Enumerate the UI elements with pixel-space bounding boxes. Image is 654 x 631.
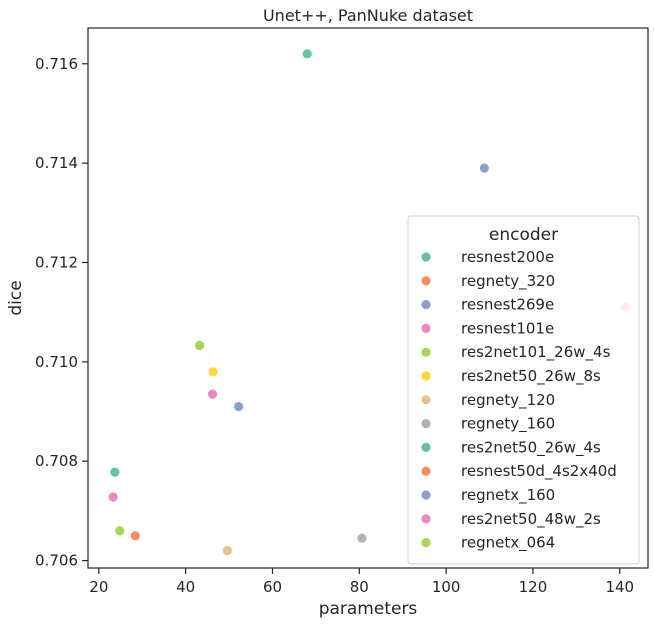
plot-frame — [87, 27, 649, 569]
legend-label: regnetx_064 — [461, 534, 555, 553]
data-point-res2net101-26w-4s — [194, 340, 205, 351]
y-axis-label: dice — [6, 280, 26, 315]
legend-label: resnest200e — [461, 248, 554, 266]
y-tick-label: 0.714 — [35, 154, 78, 172]
x-tick-label: 140 — [605, 578, 634, 596]
legend-marker — [420, 537, 432, 548]
legend-label: res2net50_48w_2s — [461, 510, 601, 529]
legend-label: resnest269e — [461, 296, 554, 314]
data-point-regnetx-064 — [114, 525, 126, 537]
legend-label: resnest101e — [461, 319, 554, 337]
data-point-resnest200e — [301, 48, 313, 60]
legend-label: regnety_320 — [461, 272, 555, 291]
legend-marker — [420, 346, 432, 358]
y-tick-label: 0.716 — [35, 55, 78, 73]
legend-marker — [420, 322, 432, 334]
legend-label: regnetx_160 — [461, 486, 555, 505]
x-tick-label: 40 — [176, 578, 195, 596]
data-point-resnest50d-4s2x40d — [129, 530, 141, 542]
data-point-res2net50-26w-4s — [109, 466, 121, 478]
y-tick-label: 0.712 — [35, 253, 78, 271]
legend-marker — [420, 513, 432, 525]
data-point-resnest269e — [478, 162, 490, 174]
x-tick-label: 100 — [432, 578, 461, 596]
legend-marker — [420, 251, 432, 263]
x-tick-label: 120 — [519, 578, 548, 596]
x-tick-label: 80 — [350, 578, 369, 596]
legend-label: regnety_160 — [461, 415, 555, 434]
legend-label: res2net101_26w_4s — [461, 343, 611, 362]
y-tick-label: 0.706 — [35, 552, 78, 570]
legend-marker — [420, 441, 432, 453]
legend-marker — [420, 299, 432, 311]
legend-marker — [420, 489, 432, 501]
data-point-res2net50-48w-2s — [107, 491, 119, 503]
legend-marker — [420, 370, 432, 382]
legend-label: regnety_120 — [461, 391, 555, 410]
data-point-regnety-160 — [356, 532, 368, 544]
legend-box — [407, 215, 640, 565]
data-point-resnest101e — [207, 388, 218, 400]
chart-title: Unet++, PanNuke dataset — [263, 6, 473, 25]
legend-marker — [420, 465, 432, 477]
legend-marker — [420, 418, 432, 430]
legend-marker — [420, 275, 432, 287]
legend-label: res2net50_26w_8s — [461, 367, 601, 386]
data-point-res2net50-26w-8s — [207, 366, 219, 378]
x-tick-label: 20 — [89, 578, 108, 596]
data-point-regnety-120 — [221, 545, 233, 557]
legend: encoder resnest200e regnety_320 resnest269e… — [407, 215, 640, 565]
y-tick-label: 0.708 — [35, 452, 78, 470]
legend-title: encoder — [489, 225, 558, 245]
legend-label: res2net50_26w_4s — [461, 438, 601, 457]
data-point-regnetx-160 — [233, 401, 245, 412]
x-axis-label: parameters — [319, 599, 418, 619]
x-tick-label: 60 — [263, 578, 282, 596]
legend-label: resnest50d_4s2x40d — [461, 462, 617, 481]
plot-area: 20 40 60 80 100 120 140 0.706 0.708 0.710 0.712 0.7… — [35, 27, 649, 596]
y-tick-label: 0.710 — [35, 353, 78, 371]
legend-marker — [420, 394, 432, 406]
